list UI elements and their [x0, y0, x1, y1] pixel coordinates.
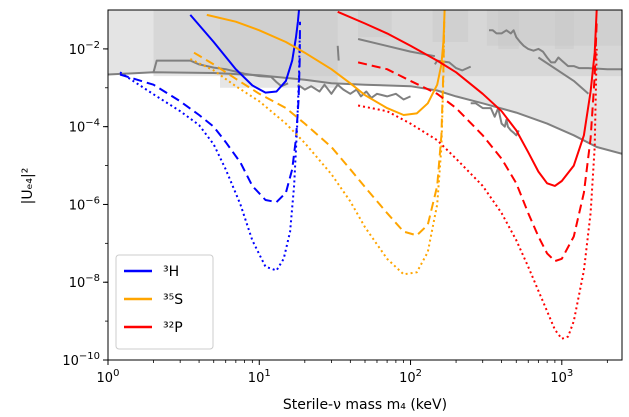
legend: ³H ³⁵S ³²P — [115, 254, 214, 350]
excluded-regions — [108, 10, 622, 154]
legend-label: ³²P — [163, 320, 183, 336]
bound-line — [537, 56, 590, 95]
y-tick-label: 10−4 — [69, 118, 100, 136]
series-line-dashed — [193, 21, 446, 237]
series-line-dashed — [119, 21, 301, 204]
x-axis-title: Sterile-ν mass m₄ (keV) — [283, 397, 447, 413]
y-tick-label: 10−2 — [69, 40, 100, 58]
excluded-region — [486, 10, 622, 46]
excluded-region — [153, 10, 622, 77]
x-tick-label: 103 — [550, 368, 573, 386]
series-line-solid — [337, 10, 598, 187]
x-axis-ticks: 100 101 102 103 — [97, 360, 608, 386]
x-tick-label: 101 — [248, 368, 271, 386]
bound-line — [470, 102, 520, 137]
legend-box — [115, 254, 214, 350]
excluded-region — [358, 10, 392, 38]
x-tick-label: 102 — [399, 368, 422, 386]
y-tick-label: 10−6 — [69, 195, 100, 213]
series-line-dashed — [357, 21, 598, 263]
excluded-region — [220, 10, 338, 88]
excluded-region — [432, 10, 469, 42]
y-tick-label: 10−8 — [69, 273, 100, 291]
y-axis-title: |Uₑ₄|² — [20, 168, 36, 205]
y-axis-ticks: 10−10 10−8 10−6 10−4 10−2 — [62, 40, 108, 369]
bound-line — [489, 29, 622, 71]
excluded-region — [554, 10, 574, 49]
series-line-dotted — [357, 48, 598, 340]
excluded-region — [498, 10, 519, 49]
excluded-region — [108, 10, 622, 154]
series-line-solid — [206, 10, 446, 116]
y-tick-label: 10−10 — [62, 351, 100, 369]
x-tick-label: 100 — [97, 368, 120, 386]
legend-label: ³H — [163, 264, 179, 280]
bound-line — [336, 45, 340, 61]
bound-line — [152, 59, 289, 88]
series-line-solid — [189, 10, 300, 94]
series-line-dotted — [189, 21, 446, 276]
series-line-dotted — [119, 37, 301, 272]
bound-line — [297, 83, 411, 101]
legend-label: ³⁵S — [163, 292, 183, 308]
series-lines — [119, 10, 598, 340]
